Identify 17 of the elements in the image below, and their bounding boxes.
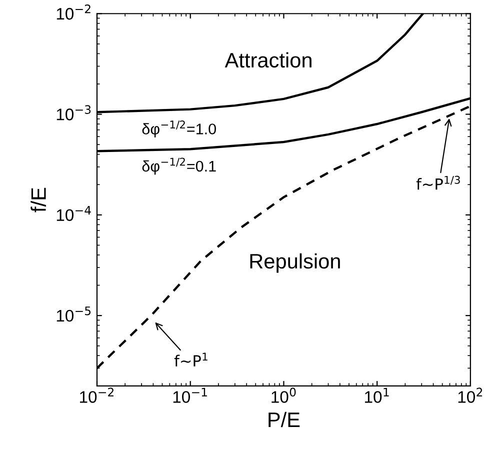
x-tick-label: 10$^{0}$ xyxy=(272,388,296,403)
y-tick-label: 10$^{−4}$ xyxy=(56,206,91,221)
y-axis-title: f/E xyxy=(30,188,46,212)
annotation: Repulsion xyxy=(250,253,340,273)
y-tick-label: 10$^{−3}$ xyxy=(56,105,91,120)
x-axis-title: P/E xyxy=(268,412,300,428)
x-tick-label: 10$^{−1}$ xyxy=(173,388,207,403)
x-tick-label: 10$^{2}$ xyxy=(458,388,482,403)
annotation: Attraction xyxy=(224,52,312,68)
y-tick-label: 10$^{−2}$ xyxy=(56,4,90,20)
x-tick-label: 10$^{1}$ xyxy=(365,388,389,403)
annotation: δφ$^{−1/2}$=0.1 xyxy=(142,158,216,175)
y-tick-label: 10$^{−5}$ xyxy=(56,306,91,322)
annotation: δφ$^{−1/2}$=1.0 xyxy=(142,120,216,138)
annotation: f∼P$^{1}$ xyxy=(174,352,208,366)
annotation: f∼P$^{1/3}$ xyxy=(416,176,460,190)
x-tick-label: 10$^{−2}$ xyxy=(80,388,114,403)
